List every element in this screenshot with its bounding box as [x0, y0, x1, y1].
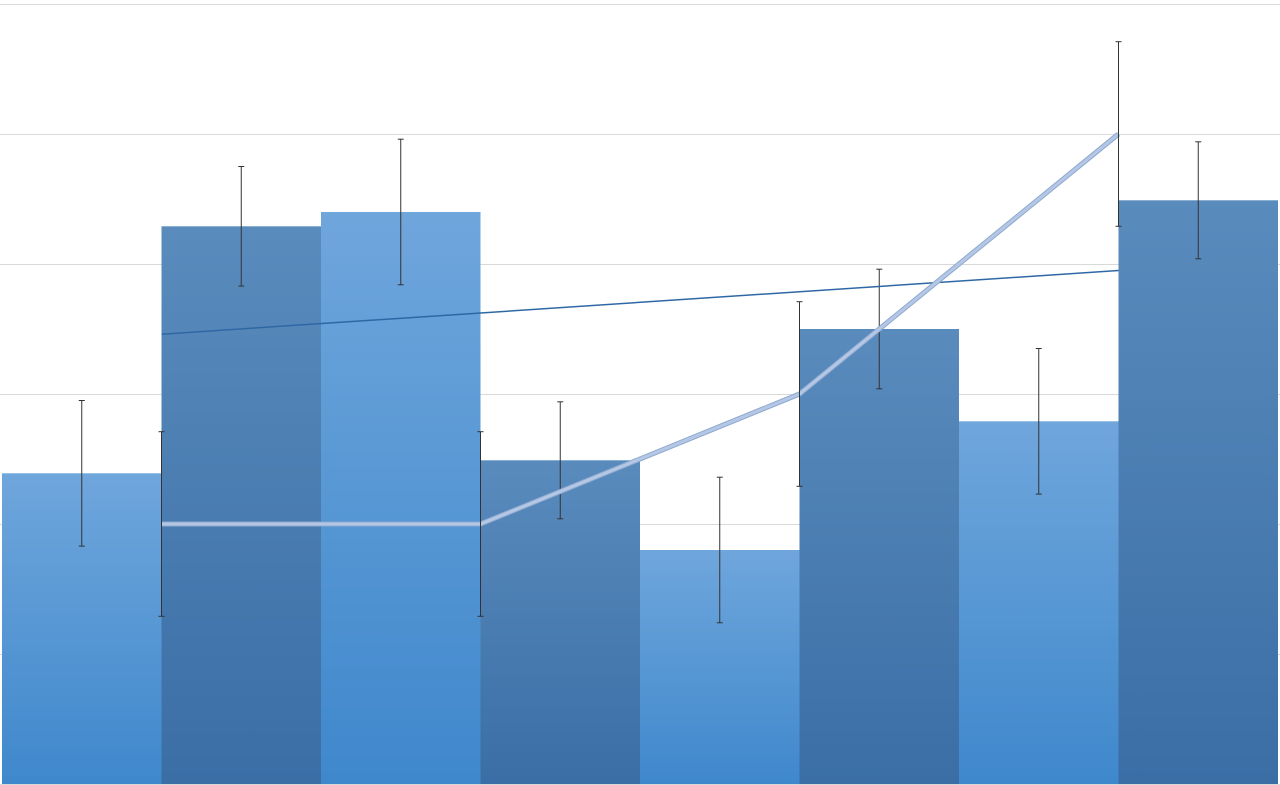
bar-error-bars [78, 138, 1202, 624]
bar-series [2, 200, 1278, 785]
bar [321, 212, 481, 784]
line-error-bars [158, 41, 1122, 617]
bar [1118, 200, 1278, 785]
trendline [161, 269, 1119, 335]
bar [799, 329, 959, 784]
line-path [161, 132, 1120, 526]
trendline-segment [161, 269, 1119, 335]
bar [161, 226, 321, 785]
